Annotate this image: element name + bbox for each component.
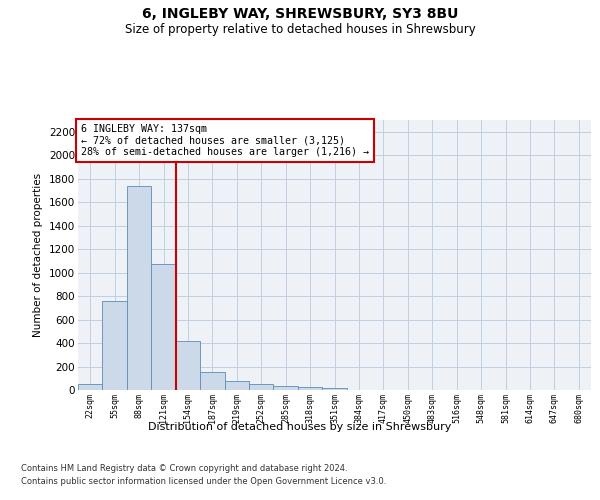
Bar <box>274 386 298 390</box>
Text: 6, INGLEBY WAY, SHREWSBURY, SY3 8BU: 6, INGLEBY WAY, SHREWSBURY, SY3 8BU <box>142 8 458 22</box>
Bar <box>249 384 274 390</box>
Bar <box>78 384 103 390</box>
Bar <box>298 387 322 390</box>
Bar <box>103 301 127 390</box>
Bar <box>151 264 176 390</box>
Text: Size of property relative to detached houses in Shrewsbury: Size of property relative to detached ho… <box>125 22 475 36</box>
Text: Contains HM Land Registry data © Crown copyright and database right 2024.: Contains HM Land Registry data © Crown c… <box>21 464 347 473</box>
Text: Distribution of detached houses by size in Shrewsbury: Distribution of detached houses by size … <box>148 422 452 432</box>
Y-axis label: Number of detached properties: Number of detached properties <box>34 173 43 337</box>
Text: Contains public sector information licensed under the Open Government Licence v3: Contains public sector information licen… <box>21 478 386 486</box>
Bar <box>200 372 224 390</box>
Bar <box>127 186 151 390</box>
Text: 6 INGLEBY WAY: 137sqm
← 72% of detached houses are smaller (3,125)
28% of semi-d: 6 INGLEBY WAY: 137sqm ← 72% of detached … <box>80 124 368 157</box>
Bar <box>322 388 347 390</box>
Bar <box>224 380 249 390</box>
Bar <box>176 340 200 390</box>
